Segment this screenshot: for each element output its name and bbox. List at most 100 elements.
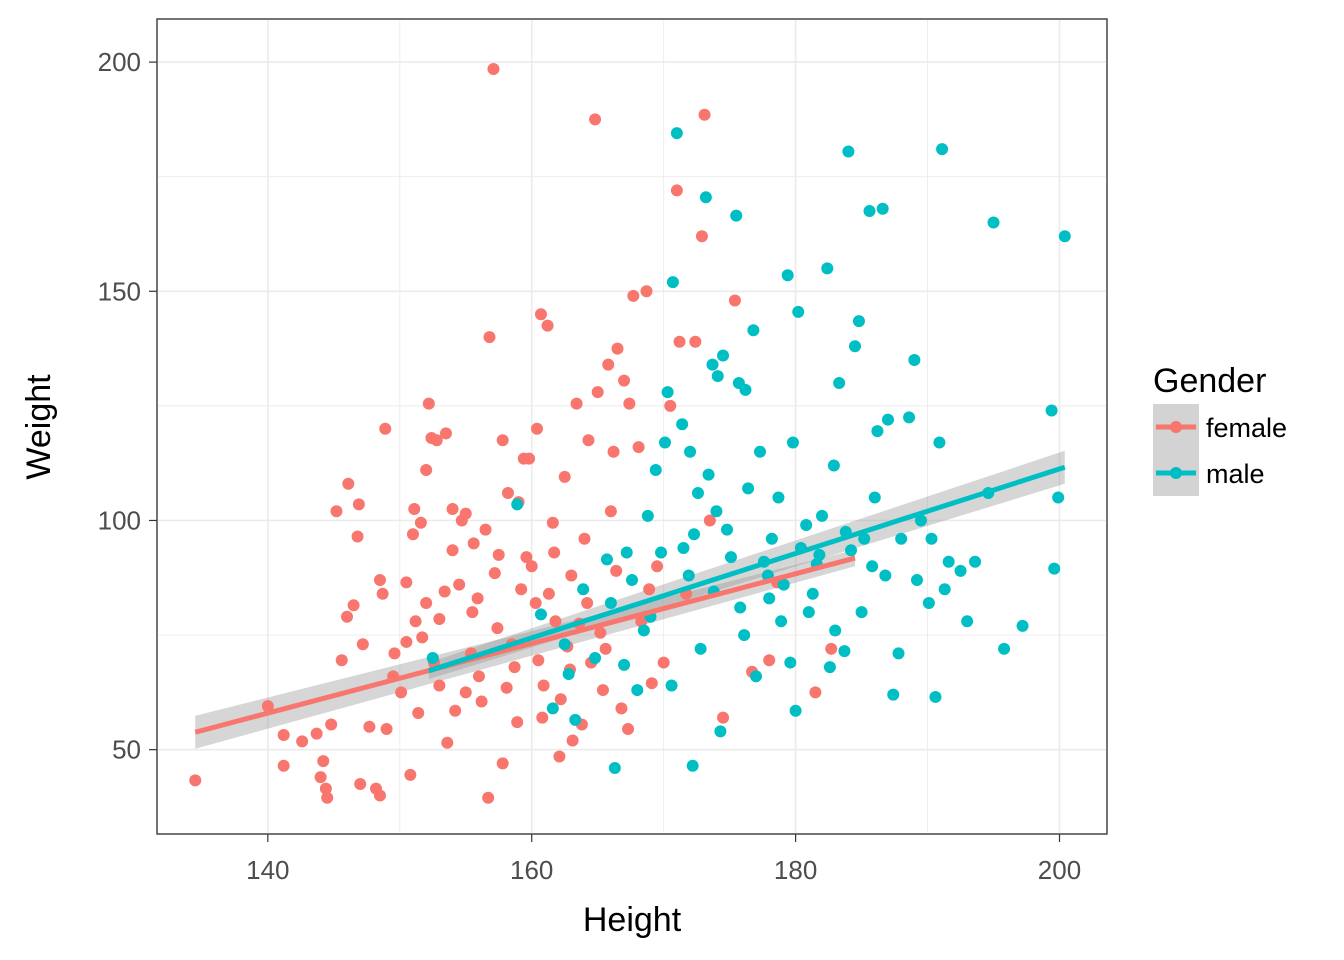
female-point: [511, 716, 524, 729]
female-point: [341, 610, 353, 623]
male-point: [800, 519, 813, 532]
male-point: [691, 486, 704, 499]
female-point: [416, 631, 429, 644]
fit-lines: [194, 464, 1066, 735]
female-point: [479, 523, 492, 536]
male-point: [724, 551, 737, 564]
female-point: [376, 587, 389, 600]
female-point: [342, 477, 355, 490]
female-point: [379, 422, 392, 435]
male-point: [842, 145, 855, 158]
female-point: [508, 661, 521, 674]
x-tick-label: 180: [774, 855, 817, 885]
male-point: [775, 615, 788, 628]
female-point: [657, 656, 670, 669]
legend-title: Gender: [1153, 362, 1266, 400]
female-point: [591, 386, 604, 399]
male-point: [1052, 491, 1065, 504]
y-tick-label: 200: [98, 47, 141, 77]
male-point: [1058, 230, 1071, 243]
plot-border: [156, 18, 1108, 835]
female-point: [520, 551, 533, 564]
male-point: [753, 445, 766, 458]
female-point: [373, 574, 386, 587]
x-tick-label: 160: [510, 855, 553, 885]
female-point: [373, 789, 386, 802]
male-point: [747, 324, 760, 337]
female-point: [491, 622, 504, 635]
male-point: [730, 209, 743, 222]
male-point: [813, 548, 826, 561]
male-point: [655, 546, 668, 559]
male-point: [786, 436, 799, 449]
male-point: [911, 574, 923, 587]
male-point: [881, 413, 894, 426]
male-point: [852, 315, 865, 328]
female-point: [515, 583, 528, 596]
male-point: [829, 624, 842, 637]
male-point: [665, 679, 678, 692]
male-point: [666, 276, 679, 289]
male-point: [618, 658, 631, 671]
male-point: [694, 642, 707, 655]
female-point: [523, 452, 536, 465]
female-point: [670, 184, 683, 197]
female-point: [546, 516, 559, 529]
male-point: [998, 642, 1011, 655]
female-point: [277, 759, 290, 772]
male-point: [855, 606, 868, 619]
female-point: [496, 757, 509, 770]
female-point: [319, 782, 332, 795]
male-point: [626, 574, 638, 587]
female-point: [607, 445, 620, 458]
male-point: [677, 541, 690, 554]
male-point: [641, 509, 654, 522]
legend-label-male: male: [1206, 459, 1265, 489]
female-point: [395, 686, 408, 699]
male-point: [942, 555, 955, 568]
female-point: [599, 642, 612, 655]
male-point: [600, 553, 613, 566]
male-point: [858, 532, 871, 545]
male-point: [426, 651, 439, 664]
female-point: [635, 615, 648, 628]
male-point: [914, 514, 927, 527]
female-point: [487, 62, 500, 75]
male-point: [887, 688, 900, 701]
female-point: [441, 736, 454, 749]
male-point: [620, 546, 633, 559]
female-point: [610, 564, 623, 577]
female-point: [408, 503, 421, 516]
male-point: [848, 340, 861, 353]
female-point: [623, 397, 636, 410]
female-point: [763, 654, 776, 667]
female-point: [433, 613, 446, 626]
female-point: [354, 778, 367, 791]
female-point: [558, 470, 571, 483]
female-point: [335, 654, 348, 667]
female-point: [632, 441, 645, 454]
female-point: [532, 654, 545, 667]
male-point: [714, 725, 727, 738]
male-point: [903, 411, 916, 424]
male-point: [863, 205, 876, 218]
female-point: [531, 422, 543, 435]
female-point: [500, 681, 513, 694]
male-point: [866, 560, 879, 573]
female-point: [400, 576, 413, 589]
male-point: [827, 459, 840, 472]
female-point: [570, 397, 583, 410]
female-point: [578, 532, 591, 545]
female-point: [482, 791, 495, 804]
male-point: [802, 606, 815, 619]
female-point: [414, 516, 427, 529]
x-tick-label: 140: [246, 855, 289, 885]
female-point: [496, 434, 509, 447]
female-point: [459, 507, 472, 520]
female-point: [449, 704, 462, 717]
male-point: [936, 143, 949, 156]
male-point: [1048, 562, 1061, 575]
female-point: [536, 711, 549, 724]
male-point: [534, 608, 547, 621]
